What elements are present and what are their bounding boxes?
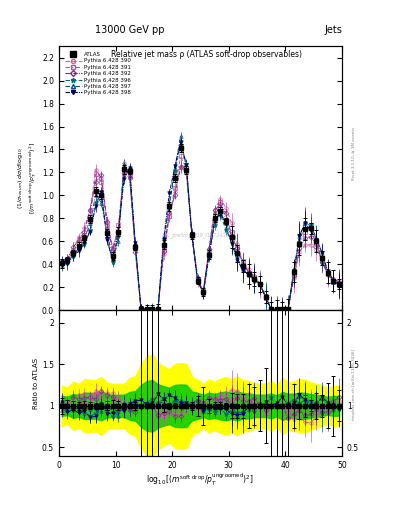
Text: Rivet 3.1.10, ≥ 3M events: Rivet 3.1.10, ≥ 3M events xyxy=(352,127,356,180)
Text: mcplots.cern.ch [arXiv:1306.3436]: mcplots.cern.ch [arXiv:1306.3436] xyxy=(352,349,356,419)
X-axis label: $\log_{10}[(m^{\rm soft\ drop}/p_T^{\rm ungroomed})^2]$: $\log_{10}[(m^{\rm soft\ drop}/p_T^{\rm … xyxy=(147,472,254,488)
Legend: ATLAS, Pythia 6.428 390, Pythia 6.428 391, Pythia 6.428 392, Pythia 6.428 396, P: ATLAS, Pythia 6.428 390, Pythia 6.428 39… xyxy=(64,52,131,96)
Y-axis label: $(1/\sigma_{resum})$ $d\sigma/d\log_{10}$
$[(m^{\rm soft\ drop}/p_T^{\rm ungroom: $(1/\sigma_{resum})$ $d\sigma/d\log_{10}… xyxy=(16,142,39,214)
Text: 13000 GeV pp: 13000 GeV pp xyxy=(95,25,164,35)
Text: Jets: Jets xyxy=(324,25,342,35)
Y-axis label: Ratio to ATLAS: Ratio to ATLAS xyxy=(33,357,39,409)
Text: ATL_prelim_2019_I1772439: ATL_prelim_2019_I1772439 xyxy=(161,232,229,238)
Text: Relative jet mass ρ (ATLAS soft-drop observables): Relative jet mass ρ (ATLAS soft-drop obs… xyxy=(110,50,301,59)
